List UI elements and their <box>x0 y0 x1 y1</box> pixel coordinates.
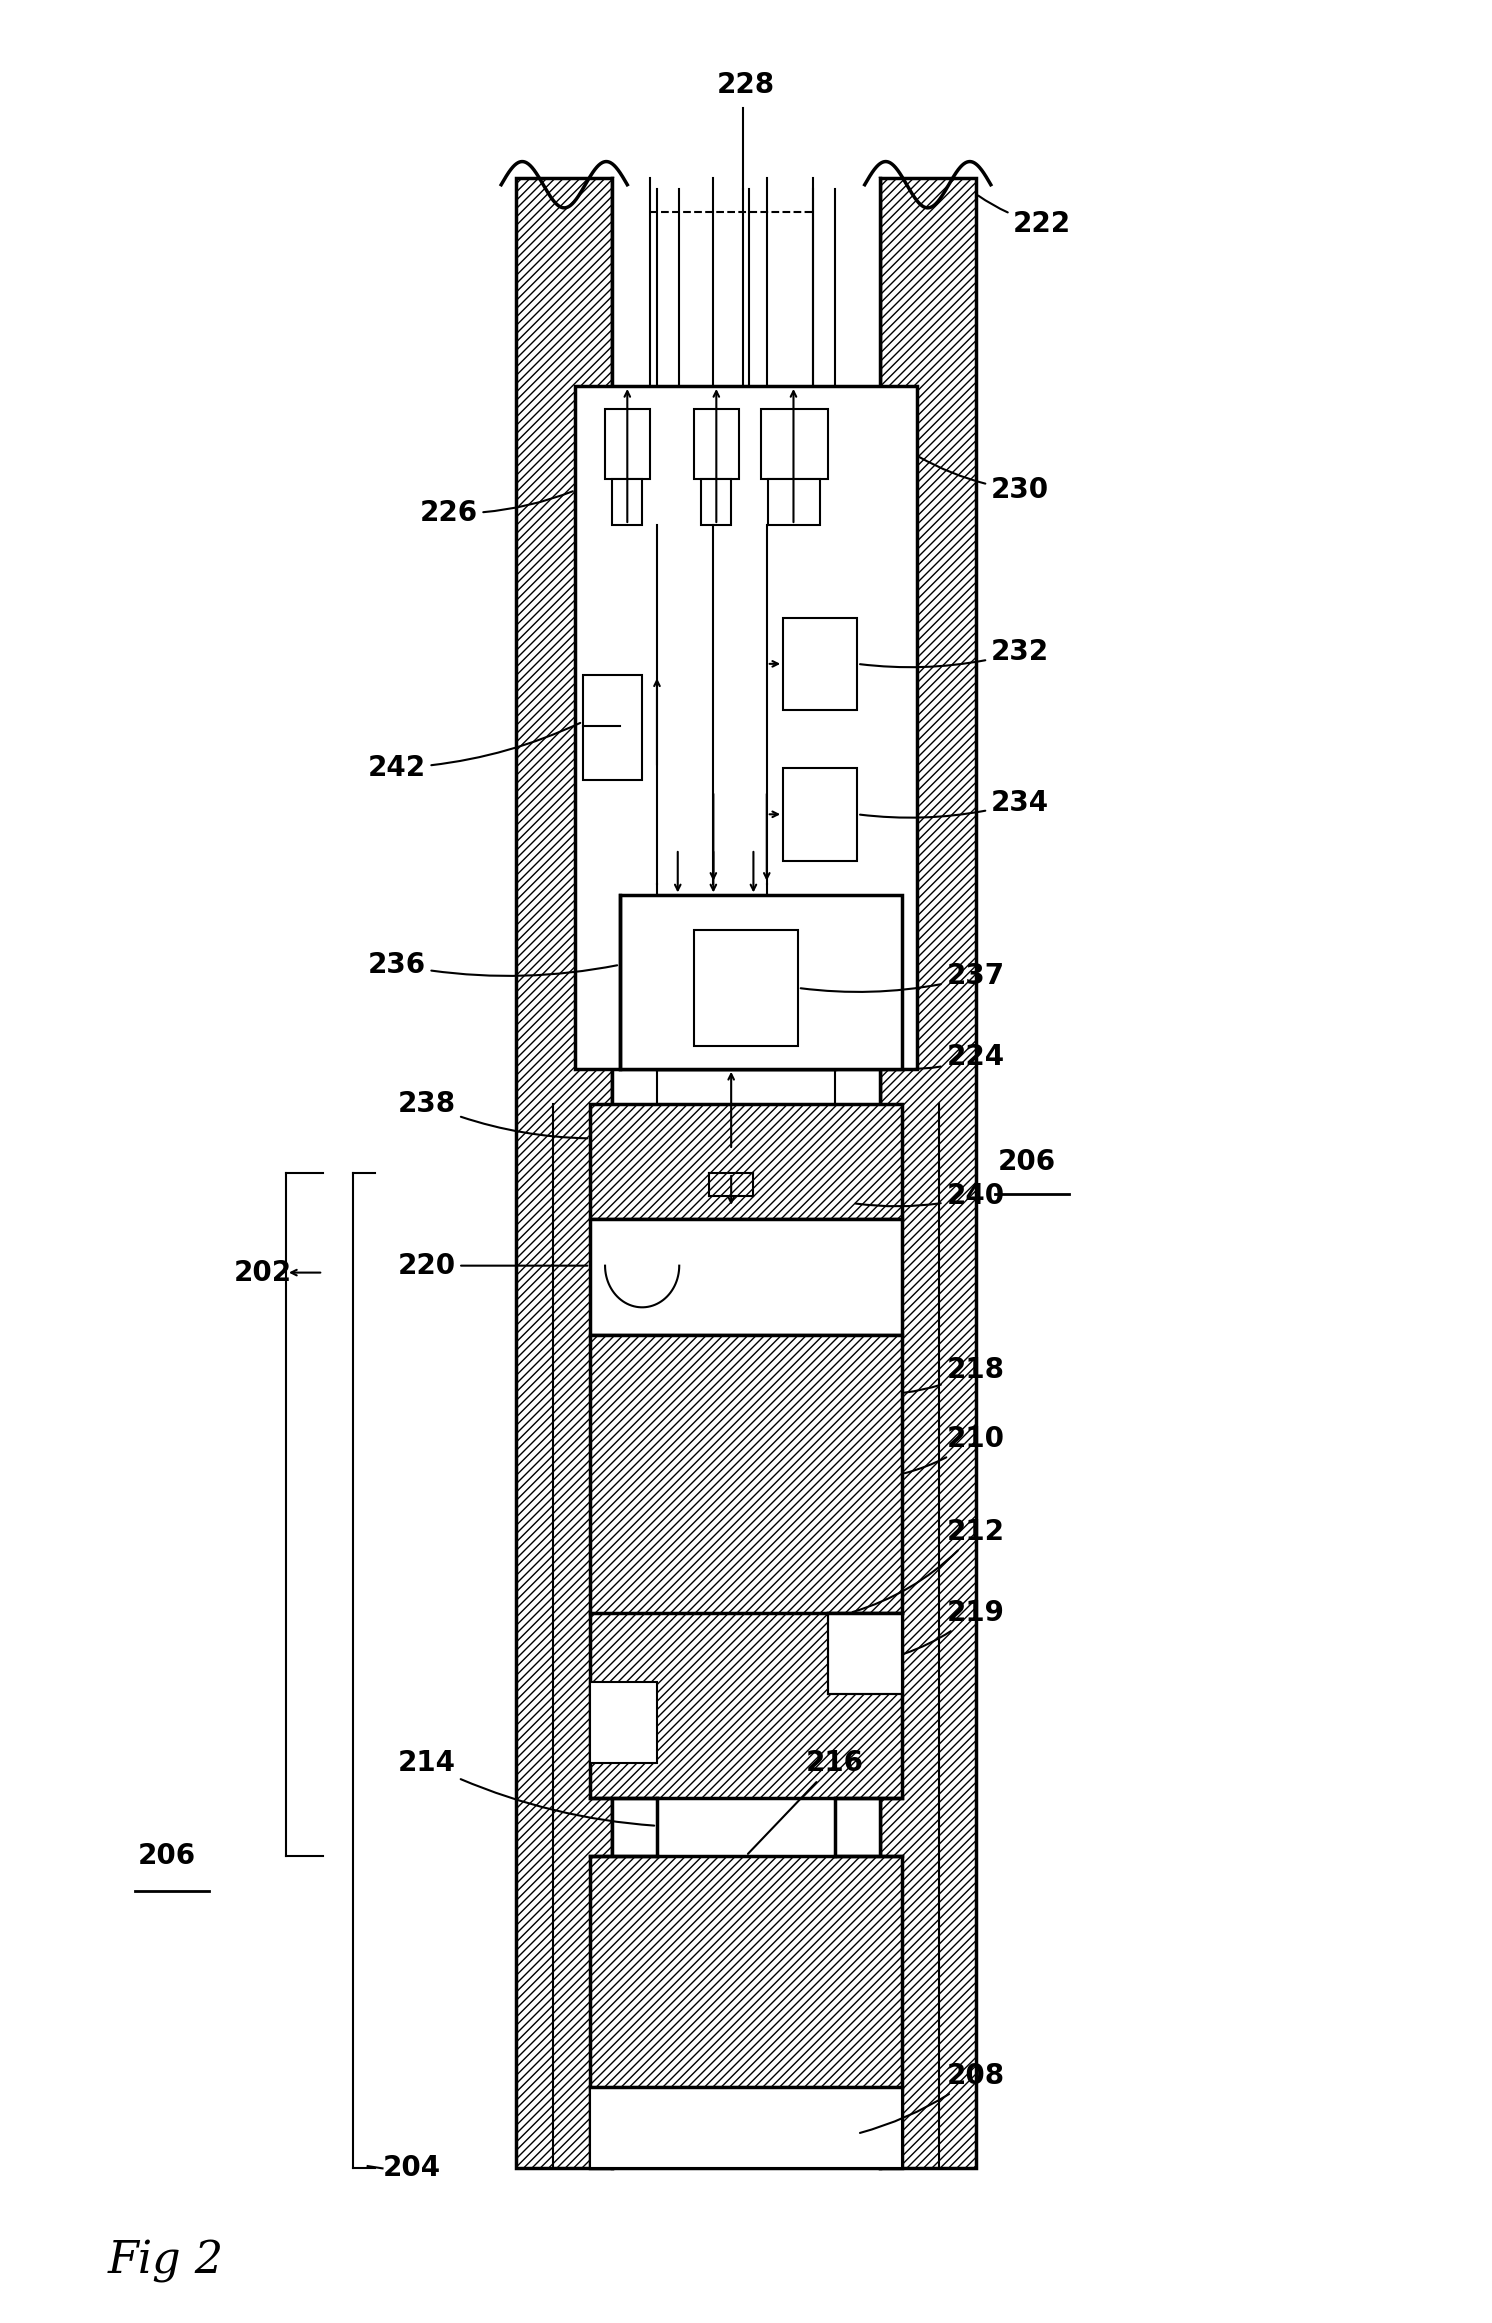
Polygon shape <box>591 1682 656 1763</box>
Text: Fig 2: Fig 2 <box>107 2239 224 2284</box>
Text: 212: 212 <box>852 1517 1004 1612</box>
Polygon shape <box>591 1856 901 2167</box>
Polygon shape <box>613 179 879 2167</box>
Text: 228: 228 <box>718 72 774 100</box>
Polygon shape <box>576 386 916 1069</box>
Polygon shape <box>701 479 731 525</box>
Text: 242: 242 <box>367 722 580 783</box>
Polygon shape <box>761 409 828 479</box>
Text: 226: 226 <box>419 490 573 527</box>
Text: 208: 208 <box>859 2063 1004 2133</box>
Text: 204: 204 <box>382 2153 440 2181</box>
Text: 238: 238 <box>397 1089 588 1138</box>
Text: 236: 236 <box>367 950 618 978</box>
Text: 206: 206 <box>998 1148 1056 1175</box>
Polygon shape <box>606 409 649 479</box>
Text: 240: 240 <box>855 1182 1004 1210</box>
Polygon shape <box>591 2088 901 2167</box>
Text: 237: 237 <box>801 962 1004 992</box>
Polygon shape <box>783 618 858 711</box>
Polygon shape <box>619 894 901 1069</box>
Text: 230: 230 <box>919 458 1049 504</box>
Text: 206: 206 <box>137 1842 195 1870</box>
Polygon shape <box>583 676 642 781</box>
Text: 222: 222 <box>979 195 1071 237</box>
Polygon shape <box>591 1220 901 1336</box>
Text: 220: 220 <box>397 1252 588 1280</box>
Polygon shape <box>783 769 858 860</box>
Text: 218: 218 <box>904 1357 1004 1394</box>
Text: 234: 234 <box>859 790 1049 818</box>
Polygon shape <box>879 179 976 2167</box>
Text: 224: 224 <box>904 1043 1004 1071</box>
Polygon shape <box>591 1103 901 1220</box>
Polygon shape <box>828 1612 901 1693</box>
Polygon shape <box>694 409 739 479</box>
Polygon shape <box>768 479 821 525</box>
Text: 210: 210 <box>904 1426 1004 1473</box>
Text: 214: 214 <box>397 1749 653 1826</box>
Polygon shape <box>613 479 642 525</box>
Text: 232: 232 <box>859 639 1049 667</box>
Polygon shape <box>591 1336 901 1798</box>
Text: 216: 216 <box>747 1749 864 1854</box>
Polygon shape <box>516 179 613 2167</box>
Polygon shape <box>694 929 798 1045</box>
Text: 202: 202 <box>234 1259 292 1287</box>
Text: 219: 219 <box>904 1598 1004 1654</box>
